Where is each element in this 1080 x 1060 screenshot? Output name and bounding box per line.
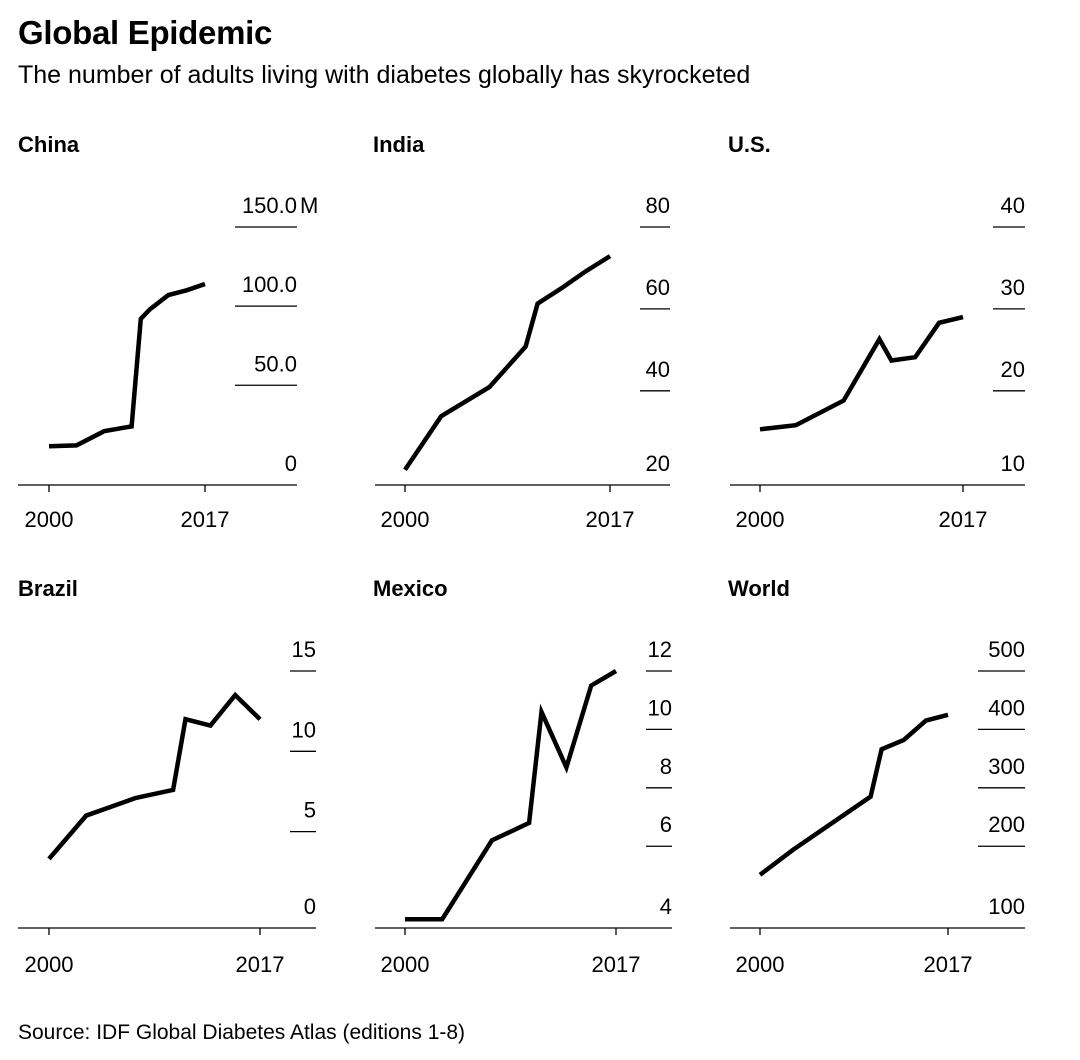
y-tick-label: 30 <box>1001 275 1025 300</box>
x-tick-label: 2000 <box>25 952 74 977</box>
x-tick-label: 2017 <box>236 952 285 977</box>
y-tick-label: 40 <box>1001 193 1025 218</box>
series-line-brazil <box>47 691 262 861</box>
series-line-u-s <box>759 314 964 432</box>
y-tick-label: 10 <box>648 695 672 720</box>
panel-u-s: U.S. 10 20 30 40 2000 2017 <box>728 132 1025 532</box>
y-tick-label: 60 <box>646 275 670 300</box>
x-tick-label: 2000 <box>736 952 785 977</box>
x-tick-label: 2017 <box>939 507 988 532</box>
source-note: Source: IDF Global Diabetes Atlas (editi… <box>18 1021 466 1044</box>
y-tick-label: 100.0 <box>242 272 297 297</box>
panel-title: Brazil <box>18 576 78 601</box>
series-line-india <box>403 254 612 472</box>
panel-brazil: Brazil 0 5 10 15 2000 2017 <box>18 576 316 977</box>
y-tick-label: 4 <box>660 894 672 919</box>
series-line-china <box>48 281 206 449</box>
y-tick-label: 6 <box>660 812 672 837</box>
panel-china: China 0 50.0 100.0 150.0 M 2000 2017 <box>18 132 318 532</box>
panel-title: U.S. <box>728 132 771 157</box>
y-tick-label: 300 <box>988 754 1025 779</box>
panel-world: World 100 200 300 400 500 2000 2017 <box>728 576 1025 977</box>
y-tick-label: 80 <box>646 193 670 218</box>
y-tick-label: 150.0 <box>242 193 297 218</box>
chart-title: Global Epidemic <box>18 14 273 51</box>
y-tick-label: 20 <box>1001 357 1025 382</box>
chart-subtitle: The number of adults living with diabete… <box>18 61 751 89</box>
y-tick-label: 15 <box>292 637 316 662</box>
y-tick-label: 500 <box>988 637 1025 662</box>
panel-india: India 20 40 60 80 2000 2017 <box>373 132 670 532</box>
y-tick-label: 400 <box>988 695 1025 720</box>
y-tick-label: 0 <box>304 894 316 919</box>
x-tick-label: 2000 <box>381 952 430 977</box>
y-tick-label: 12 <box>648 637 672 662</box>
y-tick-label: 100 <box>988 894 1025 919</box>
x-tick-label: 2017 <box>924 952 973 977</box>
x-tick-label: 2000 <box>736 507 785 532</box>
panel-title: Mexico <box>373 576 448 601</box>
x-tick-label: 2017 <box>181 507 230 532</box>
y-tick-label: 20 <box>646 451 670 476</box>
y-tick-label: 10 <box>1001 451 1025 476</box>
panel-title: India <box>373 132 425 157</box>
x-tick-label: 2000 <box>25 507 74 532</box>
x-tick-label: 2000 <box>381 507 430 532</box>
series-line-world <box>758 712 949 877</box>
y-tick-label: 10 <box>292 717 316 742</box>
series-line-mexico <box>405 669 618 922</box>
y-tick-label: 8 <box>660 754 672 779</box>
x-tick-label: 2017 <box>592 952 641 977</box>
panel-mexico: Mexico 4 6 8 10 12 2000 2017 <box>373 576 672 977</box>
y-unit-label: M <box>300 193 318 218</box>
x-tick-label: 2017 <box>586 507 635 532</box>
y-tick-label: 200 <box>988 812 1025 837</box>
y-tick-label: 40 <box>646 357 670 382</box>
y-tick-label: 50.0 <box>254 351 297 376</box>
y-tick-label: 5 <box>304 798 316 823</box>
panel-title: World <box>728 576 790 601</box>
y-tick-label: 0 <box>285 451 297 476</box>
panel-title: China <box>18 132 80 157</box>
